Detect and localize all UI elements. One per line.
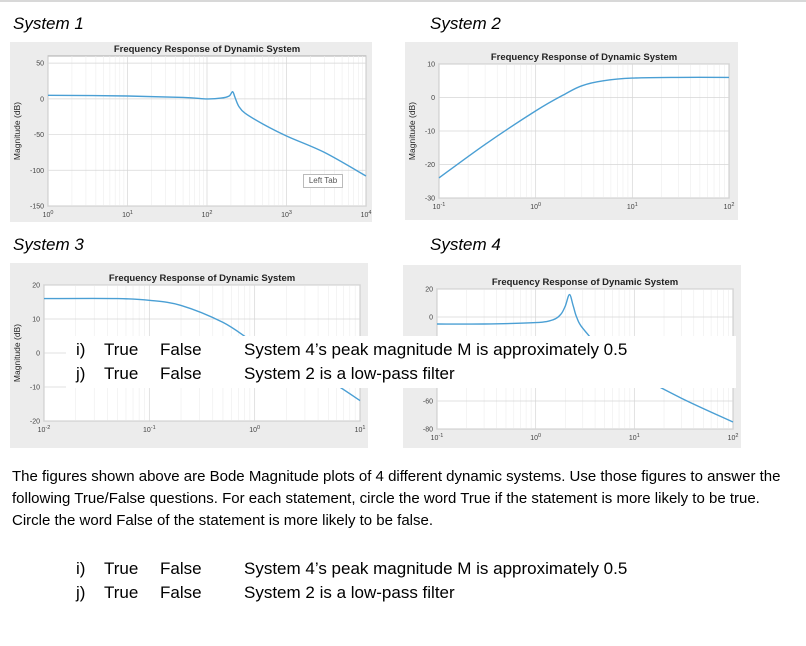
- system-2-label: System 2: [430, 14, 501, 33]
- x-tick-label: 102: [728, 433, 739, 442]
- left-tab-tag: Left Tab: [303, 174, 343, 188]
- x-tick-label: 100: [530, 433, 541, 442]
- true-option[interactable]: True: [104, 583, 139, 602]
- x-tick-label: 100: [530, 202, 541, 211]
- x-tick-label: 104: [361, 210, 372, 219]
- chart-system-2: Frequency Response of Dynamic System10-1…: [407, 52, 735, 211]
- system-4-label: System 4: [430, 235, 501, 254]
- y-tick-label: -150: [30, 204, 44, 211]
- question-number: j): [76, 583, 86, 602]
- y-tick-label: 10: [427, 62, 435, 69]
- y-tick-label: -10: [30, 385, 40, 392]
- false-option[interactable]: False: [160, 583, 202, 602]
- x-tick-label: 102: [724, 202, 735, 211]
- false-option[interactable]: False: [160, 340, 202, 359]
- x-tick-label: 101: [355, 425, 366, 434]
- y-tick-label: 10: [32, 317, 40, 324]
- x-tick-label: 102: [202, 210, 213, 219]
- y-tick-label: -80: [423, 427, 433, 434]
- question-text: System 2 is a low-pass filter: [244, 364, 455, 383]
- false-option[interactable]: False: [160, 559, 202, 578]
- y-axis-label: Magnitude (dB): [12, 102, 22, 160]
- question-number: i): [76, 559, 86, 578]
- y-axis-label: Magnitude (dB): [12, 324, 22, 382]
- y-tick-label: 0: [36, 351, 40, 358]
- x-tick-label: 10-1: [431, 433, 444, 442]
- y-tick-label: -30: [425, 196, 435, 203]
- system-1-label: System 1: [13, 14, 84, 33]
- y-tick-label: 50: [36, 61, 44, 68]
- question-number: i): [76, 340, 86, 359]
- true-option[interactable]: True: [104, 559, 139, 578]
- chart-title: Frequency Response of Dynamic System: [109, 273, 295, 284]
- chart-title: Frequency Response of Dynamic System: [492, 277, 678, 288]
- series-line: [438, 76, 730, 179]
- true-option[interactable]: True: [104, 340, 139, 359]
- questions-overlay: i) True False System 4’s peak magnitude …: [66, 336, 736, 388]
- series-line: [47, 91, 367, 177]
- x-tick-label: 101: [629, 433, 640, 442]
- y-tick-label: -20: [30, 419, 40, 426]
- chart-title: Frequency Response of Dynamic System: [114, 44, 300, 55]
- y-tick-label: 0: [40, 96, 44, 103]
- question-text: System 4’s peak magnitude M is approxima…: [244, 559, 628, 578]
- system-3-label: System 3: [13, 235, 84, 254]
- false-option[interactable]: False: [160, 364, 202, 383]
- y-tick-label: -60: [423, 399, 433, 406]
- x-tick-label: 101: [122, 210, 133, 219]
- instructions-paragraph: The figures shown above are Bode Magnitu…: [12, 468, 781, 529]
- y-tick-label: 0: [429, 315, 433, 322]
- y-tick-label: -20: [425, 162, 435, 169]
- x-tick-label: 100: [249, 425, 260, 434]
- question-number: j): [76, 364, 86, 383]
- x-tick-label: 101: [627, 202, 638, 211]
- x-tick-label: 10-2: [38, 425, 51, 434]
- x-tick-label: 103: [281, 210, 292, 219]
- y-tick-label: -10: [425, 129, 435, 136]
- y-axis-label: Magnitude (dB): [407, 102, 417, 160]
- chart-panel-2: Frequency Response of Dynamic System 10-1…: [405, 42, 738, 220]
- x-tick-label: 10-1: [433, 202, 446, 211]
- y-tick-label: -50: [34, 132, 44, 139]
- question-text: System 4’s peak magnitude M is approxima…: [244, 340, 628, 359]
- top-border: [0, 0, 806, 2]
- true-option[interactable]: True: [104, 364, 139, 383]
- chart-panel-1: Frequency Response of Dynamic System 100 1…: [10, 42, 372, 222]
- x-tick-label: 100: [43, 210, 54, 219]
- y-tick-label: 20: [425, 287, 433, 294]
- question-text: System 2 is a low-pass filter: [244, 583, 455, 602]
- y-tick-label: -100: [30, 168, 44, 175]
- x-tick-label: 10-1: [143, 425, 156, 434]
- chart-title: Frequency Response of Dynamic System: [491, 52, 677, 63]
- y-tick-label: 0: [431, 95, 435, 102]
- chart-system-1: Frequency Response of Dynamic System 100 1…: [12, 44, 372, 219]
- y-tick-label: 20: [32, 283, 40, 290]
